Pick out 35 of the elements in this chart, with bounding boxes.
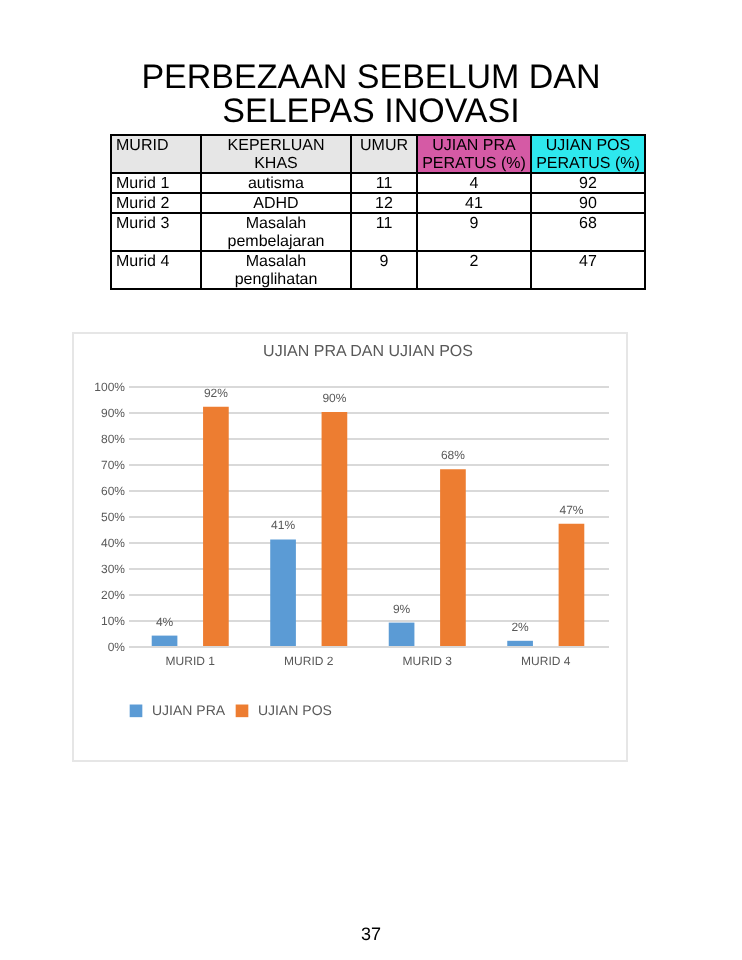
text: ADHD [201, 193, 351, 213]
text: 9 [417, 213, 531, 251]
text: MURID [111, 135, 201, 173]
bar [151, 635, 178, 646]
text: 68 [531, 213, 645, 251]
text: 47 [531, 251, 645, 289]
text: autisma [201, 173, 351, 193]
bar [270, 539, 296, 646]
text: UJIAN PRA PERATUS (%) [417, 135, 531, 173]
text: UMUR [351, 135, 417, 173]
text: 37 [358, 924, 383, 944]
bar [321, 412, 348, 646]
text: Masalah penglihatan [201, 251, 351, 289]
text: 4 [417, 173, 531, 193]
text: 11 [351, 213, 417, 251]
text: 9 [351, 251, 417, 289]
text: 41 [417, 193, 531, 213]
text: Murid 4 [111, 251, 201, 289]
text: Murid 3 [111, 213, 201, 251]
text: 90 [531, 193, 645, 213]
chart-title: UJIAN PRA DAN UJIAN POS [263, 342, 473, 360]
text: UJIAN POS PERATUS (%) [531, 135, 645, 173]
bar [507, 640, 533, 646]
text: PERBEZAAN SEBELUM DAN SELEPAS INOVASI [139, 58, 603, 130]
bar [203, 406, 229, 646]
text: 12 [351, 193, 417, 213]
text: 92 [531, 173, 645, 193]
text: Masalah pembelajaran [201, 213, 351, 251]
text: 2 [417, 251, 531, 289]
text: Murid 1 [111, 173, 201, 193]
text: Murid 2 [111, 193, 201, 213]
text: 11 [351, 173, 417, 193]
bar [558, 523, 585, 646]
bar [388, 622, 415, 646]
bar [440, 469, 466, 646]
